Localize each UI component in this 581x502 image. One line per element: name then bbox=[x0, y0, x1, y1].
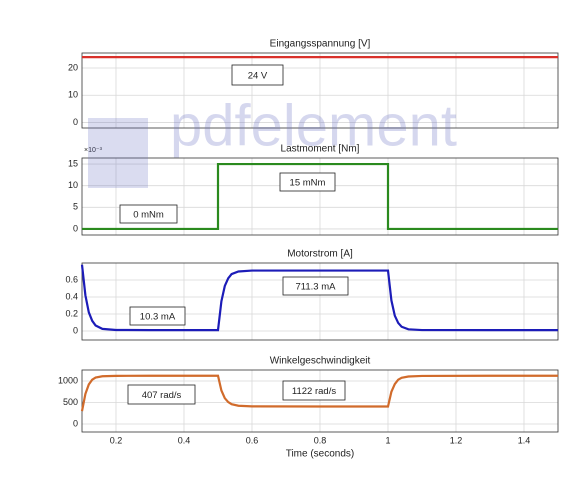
y-tick-label: 0.2 bbox=[65, 308, 78, 318]
plot-frame bbox=[81, 52, 559, 129]
annotation-box bbox=[231, 64, 284, 86]
chart-title: Winkelgeschwindigkeit bbox=[270, 356, 371, 367]
annotation: 407 rad/s bbox=[142, 390, 182, 401]
plot-frame bbox=[81, 369, 559, 433]
series-line bbox=[80, 264, 558, 332]
y-tick-label: 0 bbox=[73, 418, 78, 428]
y-tick-label: 0 bbox=[73, 223, 78, 233]
annotation-box bbox=[279, 172, 336, 192]
annotation: 1122 rad/s bbox=[292, 386, 336, 397]
annotation: 15 mNm bbox=[290, 178, 326, 189]
x-tick-label: 1.4 bbox=[518, 435, 531, 445]
x-axis-label: Time (seconds) bbox=[286, 449, 355, 460]
y-tick-label: 500 bbox=[63, 397, 78, 407]
y-tick-label: 10 bbox=[68, 90, 78, 100]
y-tick-label: 0.6 bbox=[65, 274, 78, 284]
series-line bbox=[80, 374, 558, 412]
y-tick-label: 0.4 bbox=[65, 291, 78, 301]
y-tick-label: 10 bbox=[68, 180, 78, 190]
y-exponent: ×10⁻³ bbox=[84, 147, 103, 154]
chart-title: Motorstrom [A] bbox=[287, 249, 353, 260]
x-tick-label: 0.4 bbox=[178, 435, 191, 445]
y-tick-label: 20 bbox=[68, 62, 78, 72]
series-line bbox=[82, 162, 558, 231]
y-tick-label: 5 bbox=[73, 202, 78, 212]
annotation-box bbox=[119, 204, 178, 224]
x-tick-label: 1.2 bbox=[450, 435, 463, 445]
x-tick-label: 0.6 bbox=[246, 435, 259, 445]
x-tick-label: 1 bbox=[385, 435, 390, 445]
y-tick-label: 1000 bbox=[58, 375, 78, 385]
x-tick-label: 0.2 bbox=[110, 435, 123, 445]
y-tick-label: 0 bbox=[73, 325, 78, 335]
annotation-box bbox=[129, 306, 186, 326]
annotation-box bbox=[127, 384, 196, 405]
watermark-icon bbox=[88, 118, 148, 188]
watermark: pdfelement bbox=[170, 93, 457, 158]
y-tick-label: 0 bbox=[73, 117, 78, 127]
annotation-box bbox=[282, 380, 346, 401]
y-tick-label: 15 bbox=[68, 158, 78, 168]
chart-title: Eingangsspannung [V] bbox=[270, 39, 371, 50]
x-tick-label: 0.8 bbox=[314, 435, 327, 445]
plot-frame bbox=[81, 157, 559, 236]
annotation: 10.3 mA bbox=[140, 312, 176, 323]
annotation: 0 mNm bbox=[133, 210, 164, 221]
annotation: 711.3 mA bbox=[296, 282, 337, 293]
plot-frame bbox=[81, 262, 559, 341]
annotation-box bbox=[282, 276, 349, 296]
chart-title: Lastmoment [Nm] bbox=[281, 144, 360, 155]
annotation: 24 V bbox=[248, 71, 268, 82]
